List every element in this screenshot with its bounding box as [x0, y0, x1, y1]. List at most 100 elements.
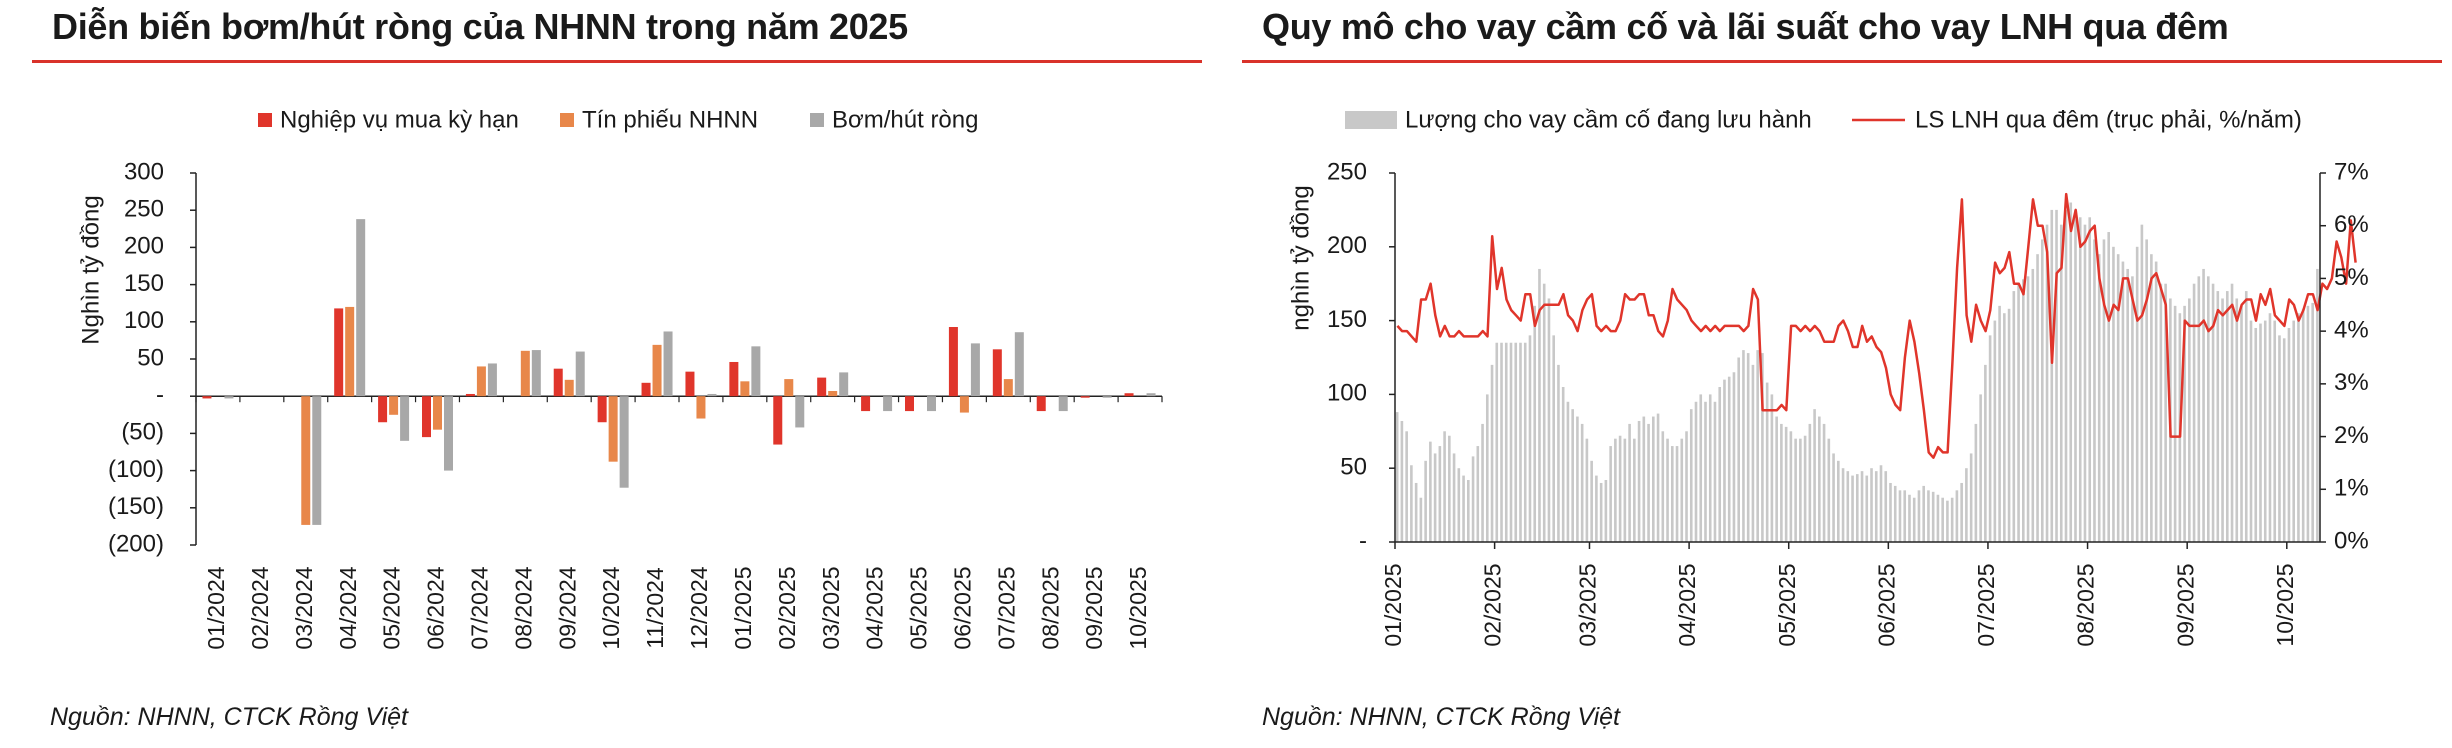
- left-x-tick-label: 09/2025: [1081, 566, 1107, 649]
- loan-bar-6: [1424, 460, 1427, 542]
- bar-1-09/2025: [1080, 396, 1090, 398]
- loan-bar-36: [1566, 401, 1570, 542]
- loan-bar-109: [1912, 497, 1916, 542]
- left-y-tick-label: 200: [124, 233, 164, 260]
- loan-bar-5: [1419, 497, 1423, 542]
- right-x-tick-label: 07/2025: [1973, 563, 1999, 646]
- loan-bar-85: [1799, 438, 1802, 542]
- loan-bar-188: [2287, 327, 2291, 542]
- right-y2-tick-label: 2%: [2334, 422, 2369, 449]
- loan-bar-123: [1979, 394, 1982, 542]
- left-x-tick-label: 05/2025: [906, 566, 932, 649]
- left-x-tick-label: 11/2024: [642, 567, 668, 649]
- loan-bar-28: [1528, 335, 1532, 542]
- loan-bar-170: [2202, 268, 2205, 542]
- bar-3-08/2024: [531, 350, 541, 397]
- loan-bar-61: [1685, 431, 1688, 542]
- loan-bar-130: [2012, 291, 2016, 542]
- loan-bar-77: [1761, 353, 1764, 542]
- bar-1-01/2024: [202, 396, 212, 399]
- left-x-tick-label: 01/2025: [730, 566, 756, 649]
- loan-bar-23: [1504, 342, 1508, 542]
- left-y-tick-label: (50): [121, 419, 164, 446]
- right-y-tick-label: 200: [1327, 232, 1367, 259]
- loan-bar-178: [2240, 305, 2243, 542]
- loan-bar-105: [1893, 485, 1897, 542]
- loan-bar-169: [2197, 276, 2201, 542]
- bar-1-06/2025: [948, 327, 958, 397]
- left-y-tick-label: -: [156, 382, 164, 409]
- loan-bar-38: [1576, 416, 1579, 542]
- right-x-tick-label: 09/2025: [2172, 563, 2198, 646]
- bar-1-07/2025: [992, 349, 1002, 397]
- loan-bar-162: [2164, 283, 2167, 542]
- bar-3-07/2025: [1014, 332, 1024, 397]
- bar-2-12/2024: [696, 396, 706, 419]
- legend-label-pledged-loans: Lượng cho vay cầm cố đang lưu hành: [1405, 106, 1812, 133]
- left-x-tick-label: 12/2024: [686, 566, 712, 649]
- left-x-tick-label: 08/2025: [1037, 566, 1063, 649]
- loan-bar-32: [1547, 298, 1551, 542]
- right-y-tick-label: 250: [1327, 158, 1367, 185]
- legend-label-2: Tín phiếu NHNN: [582, 106, 758, 133]
- loan-bar-142: [2069, 202, 2073, 542]
- loan-bar-95: [1846, 471, 1850, 542]
- bar-1-01/2025: [729, 361, 739, 397]
- left-x-tick-label: 03/2025: [818, 566, 844, 649]
- loan-bar-83: [1789, 431, 1793, 542]
- loan-bar-24: [1509, 342, 1513, 542]
- left-x-tick-label: 10/2025: [1125, 566, 1151, 649]
- loan-bar-192: [2306, 305, 2310, 542]
- right-x-tick-label: 03/2025: [1575, 563, 1601, 646]
- left-x-tick-label: 09/2024: [554, 566, 580, 649]
- left-x-tick-label: 07/2024: [466, 566, 492, 649]
- bar-2-05/2024: [389, 396, 399, 415]
- right-y2-tick-label: 5%: [2334, 264, 2369, 291]
- bar-1-09/2024: [553, 368, 563, 397]
- loan-bar-13: [1457, 468, 1461, 542]
- left-x-tick-label: 10/2024: [598, 566, 624, 649]
- left-x-tick-label: 03/2024: [291, 566, 317, 649]
- loan-bar-42: [1595, 475, 1598, 542]
- loan-bar-70: [1727, 376, 1731, 542]
- loan-bar-8: [1433, 453, 1437, 542]
- right-x-tick-label: 08/2025: [2073, 563, 2099, 646]
- loan-bar-99: [1865, 475, 1869, 542]
- loan-bar-30: [1538, 268, 1541, 542]
- loan-bar-154: [2126, 268, 2129, 542]
- loan-bar-46: [1614, 438, 1617, 542]
- loan-bar-60: [1680, 438, 1684, 542]
- loan-bar-107: [1903, 490, 1907, 542]
- right-x-tick-label: 04/2025: [1674, 563, 1700, 646]
- loan-bar-111: [1922, 485, 1926, 542]
- left-x-tick-label: 02/2024: [247, 566, 273, 649]
- loan-bar-125: [1988, 335, 1992, 542]
- loan-bar-155: [2131, 276, 2134, 542]
- bar-2-02/2025: [784, 379, 794, 397]
- left-y-tick-label: 300: [124, 158, 164, 185]
- left-x-tick-label: 07/2025: [993, 566, 1019, 649]
- loan-bar-72: [1737, 357, 1741, 542]
- loan-bar-136: [2040, 239, 2044, 543]
- loan-bar-4: [1414, 482, 1418, 542]
- loan-bar-18: [1481, 423, 1484, 542]
- loan-bar-104: [1889, 482, 1892, 542]
- bar-3-04/2024: [356, 219, 366, 397]
- bar-2-03/2025: [828, 390, 838, 397]
- loan-bar-0: [1395, 412, 1399, 542]
- loan-bar-75: [1751, 364, 1755, 542]
- loan-bar-1: [1400, 420, 1404, 542]
- loan-bar-161: [2159, 283, 2163, 542]
- right-y2-tick-label: 6%: [2334, 211, 2369, 238]
- loan-bar-33: [1552, 335, 1556, 542]
- bar-1-12/2024: [685, 371, 695, 397]
- loan-bar-53: [1647, 423, 1650, 542]
- bar-1-04/2024: [334, 308, 344, 397]
- loan-bar-29: [1533, 305, 1537, 542]
- right-chart-title: Quy mô cho vay cầm cố và lãi suất cho va…: [1262, 6, 2229, 47]
- loan-bar-120: [1965, 468, 1968, 542]
- bar-3-06/2025: [970, 343, 980, 397]
- loan-bar-152: [2116, 254, 2120, 542]
- bar-1-10/2024: [597, 396, 607, 423]
